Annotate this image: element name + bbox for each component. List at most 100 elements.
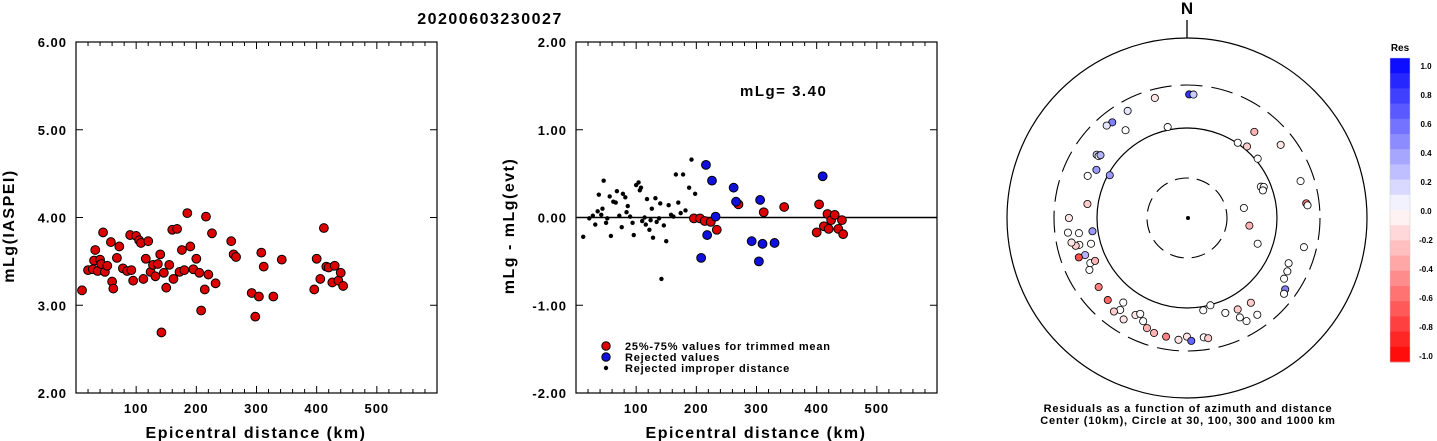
polar-point [1067, 238, 1076, 247]
left-point [258, 261, 269, 272]
left-point [309, 284, 320, 295]
middle-point-improper [623, 195, 628, 200]
middle-point-improper [639, 218, 645, 224]
middle-point-improper [648, 217, 653, 223]
left-y-axis-label: mLg(IASPEI) [1, 169, 18, 282]
colorbar-cell [1390, 134, 1410, 150]
polar-point [1199, 306, 1208, 315]
left-chart: 2.00 3.00 4.00 5.00 6.00 100 200 300 400 500 Epi… [1, 35, 438, 441]
left-point [191, 253, 202, 264]
left-x-axis-label: Epicentral distance (km) [146, 425, 367, 441]
colorbar-cell [1390, 255, 1410, 272]
middle-point-rejected [754, 256, 764, 267]
middle-point-improper [593, 222, 598, 227]
middle-point-trimmed [811, 227, 822, 238]
colorbar-label: 0.2 [1420, 178, 1432, 187]
polar-point [1233, 305, 1242, 314]
left-point [128, 275, 139, 286]
polar-point [1296, 177, 1305, 186]
polar-point [1121, 126, 1130, 135]
left-point [176, 245, 187, 255]
middle-point-rejected [728, 182, 739, 193]
colorbar-cell [1390, 58, 1410, 74]
colorbar-cells [1389, 57, 1411, 363]
colorbar-cell [1390, 88, 1410, 104]
middle-point-improper [581, 234, 586, 240]
left-point [112, 252, 122, 263]
middle-x-tick-label: 200 [684, 401, 709, 416]
middle-point-improper [625, 203, 630, 209]
polar-point [1074, 229, 1083, 238]
colorbar-cell [1390, 225, 1410, 241]
left-point [276, 254, 287, 265]
left-point [164, 259, 175, 270]
colorbar-label: 0.0 [1420, 207, 1432, 216]
left-point [179, 265, 190, 276]
left-point [150, 271, 161, 282]
polar-point [1139, 317, 1148, 326]
polar-point [1303, 201, 1312, 210]
left-point [98, 227, 108, 238]
polar-point [1280, 289, 1289, 298]
middle-point-trimmed [837, 215, 847, 226]
polar-point [1253, 239, 1262, 248]
colorbar-label: -0.8 [1419, 323, 1433, 332]
left-point [138, 274, 149, 284]
middle-point-rejected [707, 175, 717, 186]
polar-point [1163, 123, 1172, 132]
colorbar-cell [1390, 346, 1410, 363]
middle-point-improper [649, 206, 655, 211]
middle-x-axis-label: Epicentral distance (km) [646, 425, 867, 441]
polar-point [1250, 127, 1259, 136]
polar-point [1253, 154, 1262, 163]
left-point [161, 282, 172, 293]
colorbar-frame [1389, 57, 1411, 363]
middle-point-rejected [696, 252, 707, 263]
polar-points [1063, 90, 1312, 345]
middle-legend: 25%-75% values for trimmed meanRejected … [601, 341, 830, 375]
polar-point [1074, 253, 1083, 262]
left-point [199, 284, 210, 295]
polar-point [1091, 256, 1100, 265]
middle-annotation: mLg= 3.40 [740, 83, 827, 100]
polar-point [1136, 309, 1145, 318]
left-x-tick-label: 300 [244, 401, 269, 416]
colorbar-cell [1390, 240, 1410, 256]
polar-point [1235, 313, 1244, 322]
middle-x-ticks: 100 200 300 400 500 [587, 42, 926, 416]
left-point [196, 305, 207, 316]
middle-point-improper [683, 208, 688, 213]
left-point [203, 269, 214, 280]
middle-point-improper [599, 212, 604, 218]
left-y-tick-label: 6.00 [38, 35, 67, 50]
colorbar: Res 1.0 0.8 0.6 0.4 0.2 0.0 -0.2 -0.4 -0.6 -0.8 -1… [1389, 43, 1433, 363]
middle-point-improper [644, 196, 650, 202]
left-point [105, 237, 116, 247]
colorbar-cell [1390, 118, 1410, 135]
left-point [156, 327, 167, 338]
colorbar-cell [1390, 149, 1410, 165]
polar-center-dot [1186, 216, 1190, 220]
middle-point-improper [678, 210, 683, 216]
middle-point-improper [620, 191, 626, 197]
polar-point [1150, 328, 1159, 337]
polar-point [1123, 106, 1132, 115]
polar-point [1103, 296, 1112, 305]
middle-point-improper [627, 214, 633, 219]
polar-circle-1000km [1006, 37, 1368, 399]
middle-y-ticks: -2.00 -1.00 0.00 1.00 2.00 [532, 35, 937, 401]
legend-label: Rejected improper distance [625, 363, 790, 375]
middle-point-rejected [701, 159, 711, 170]
left-point [143, 236, 154, 247]
left-point [254, 291, 264, 302]
polar-point [1233, 138, 1242, 147]
middle-point-trimmed [838, 229, 849, 240]
left-point [226, 236, 237, 247]
left-point [250, 311, 261, 322]
middle-point-rejected [710, 211, 721, 222]
middle-point-improper [603, 220, 609, 225]
middle-point-improper [617, 213, 622, 218]
polar-point [1221, 308, 1230, 317]
polar-point [1083, 171, 1092, 180]
